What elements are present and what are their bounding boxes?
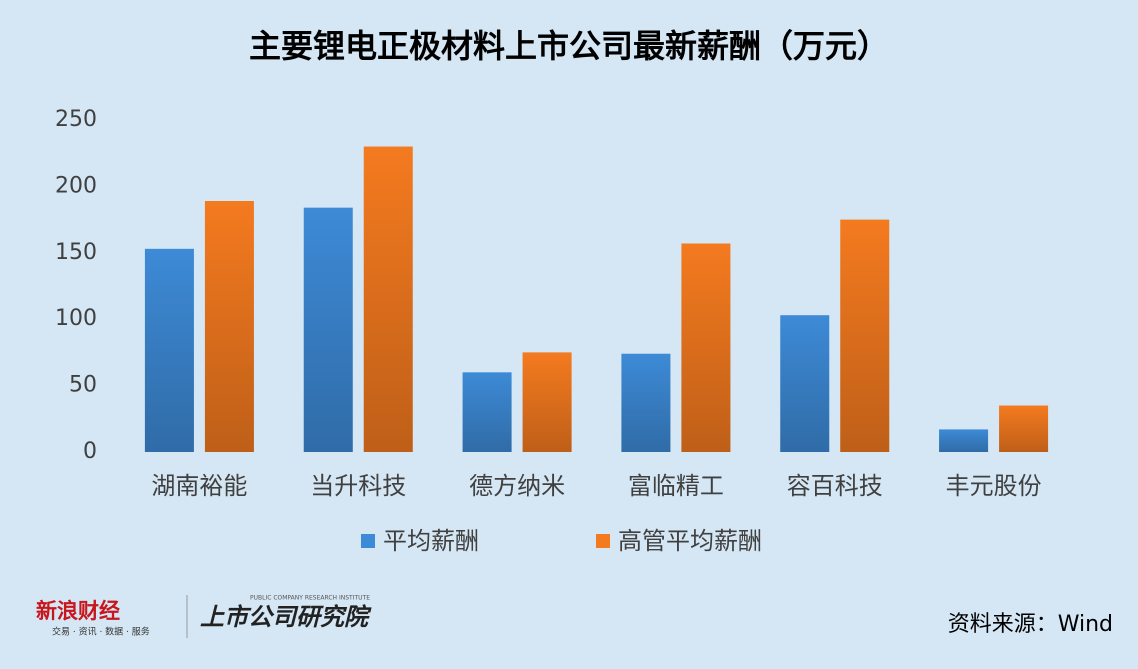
- bar-shade: [780, 315, 830, 452]
- legend-swatch: [361, 534, 375, 548]
- y-tick-label: 150: [55, 240, 97, 265]
- logo-right-sub: PUBLIC COMPANY RESEARCH INSTITUTE: [250, 595, 370, 602]
- bar-shade: [204, 201, 254, 452]
- legend-label: 平均薪酬: [383, 527, 479, 555]
- x-tick-label: 当升科技: [310, 472, 406, 500]
- bar-shade: [939, 429, 989, 452]
- bar-shade: [681, 243, 731, 452]
- x-tick-label: 容百科技: [787, 472, 883, 500]
- bar-shade: [363, 146, 413, 452]
- footer: 新浪财经 交易 · 资讯 · 数据 · 服务 上市公司研究院 PUBLIC CO…: [36, 595, 1113, 638]
- x-tick-label: 丰元股份: [946, 472, 1042, 500]
- chart-title: 主要锂电正极材料上市公司最新薪酬（万元）: [249, 27, 889, 65]
- bar-shade: [144, 248, 194, 452]
- x-tick-label: 富临精工: [628, 472, 724, 500]
- y-tick-label: 100: [55, 306, 97, 331]
- logo-left-sub: 交易 · 资讯 · 数据 · 服务: [52, 626, 150, 638]
- logo-left: 新浪财经: [36, 599, 120, 623]
- y-tick-label: 50: [69, 373, 97, 398]
- x-tick-label: 德方纳米: [469, 472, 565, 500]
- legend-swatch: [596, 534, 610, 548]
- x-tick-label: 湖南裕能: [151, 472, 247, 500]
- y-tick-label: 0: [83, 439, 97, 464]
- bar-shade: [522, 352, 572, 452]
- bar-shade: [462, 372, 512, 452]
- bar-shade: [840, 219, 890, 452]
- legend-label: 高管平均薪酬: [618, 527, 762, 555]
- source: 资料来源：Wind: [948, 612, 1113, 637]
- y-tick-label: 250: [55, 107, 97, 132]
- bar-shade: [999, 405, 1049, 452]
- bar-shade: [621, 353, 671, 452]
- bar-shade: [303, 207, 353, 452]
- y-tick-label: 200: [55, 173, 97, 198]
- logo-right: 上市公司研究院: [200, 603, 372, 631]
